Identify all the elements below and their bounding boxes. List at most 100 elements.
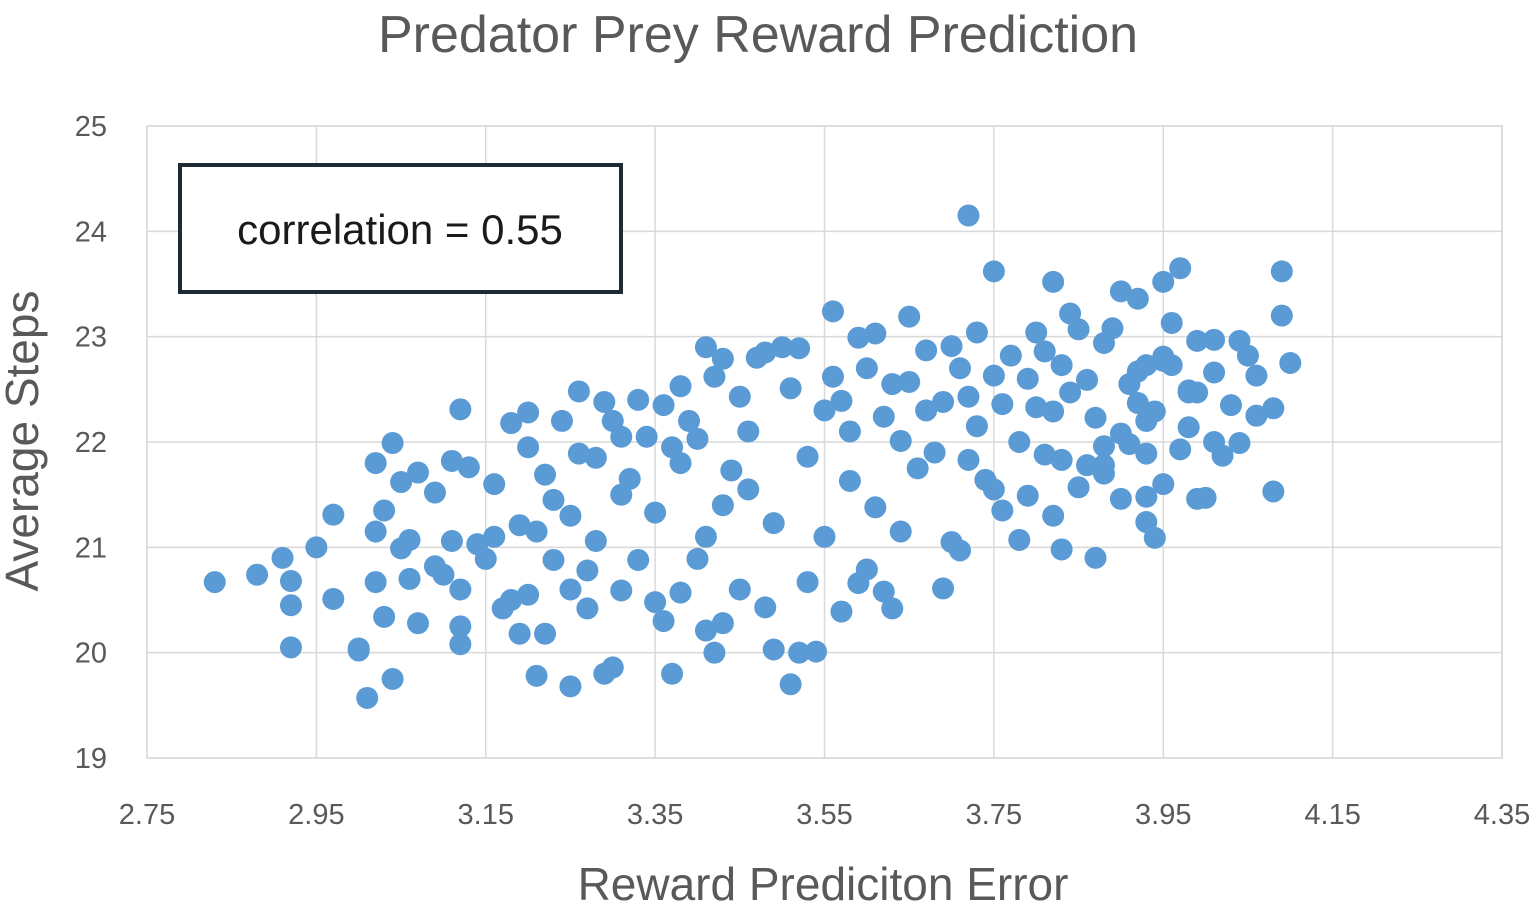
data-point [720,459,743,482]
data-point [1270,304,1293,327]
data-point [203,571,226,594]
x-tick-label: 3.75 [966,799,1022,831]
data-point [1042,504,1065,527]
data-point [398,567,421,590]
data-point [1092,435,1115,458]
data-point [889,520,912,543]
data-point [982,364,1005,387]
data-point [483,473,506,496]
data-point [1160,311,1183,334]
data-point [678,409,700,432]
data-point [1194,486,1217,509]
data-point [381,668,404,690]
data-point [567,380,590,403]
data-point [694,525,717,548]
data-point [915,399,938,422]
data-point [957,204,980,227]
data-point [584,446,607,469]
data-point [1203,361,1226,384]
data-point [906,457,929,480]
data-point [559,504,582,527]
data-point [957,385,980,408]
data-point [669,375,692,398]
data-point [474,547,497,570]
data-point [737,478,760,501]
data-point [449,633,472,656]
data-point [364,452,387,475]
data-point [1245,364,1268,387]
y-tick-labels: 19 20 21 22 23 24 25 [75,111,107,775]
data-point [1228,432,1251,455]
data-point [542,548,565,571]
data-point [965,321,988,344]
data-point [1135,511,1158,534]
data-point [542,488,565,511]
data-point [982,478,1005,501]
data-point [711,612,734,635]
x-tick-label: 3.95 [1135,799,1191,831]
data-point [517,583,540,606]
data-point [1025,321,1048,344]
x-tick-label: 3.55 [796,799,852,831]
data-point [390,471,413,494]
x-tick-label: 3.15 [458,799,514,831]
data-point [864,496,887,519]
data-point [652,610,675,633]
data-point [593,390,616,413]
y-tick-label: 20 [75,638,107,670]
x-tick-label: 3.35 [627,799,683,831]
data-point [627,388,650,411]
y-axis-label: Average Steps [0,291,48,592]
data-point [932,390,955,413]
data-point [279,594,302,617]
data-point [889,429,912,452]
data-point [1101,317,1124,340]
data-point [957,448,980,471]
data-point [534,463,557,486]
data-point [559,675,582,698]
data-point [949,539,971,562]
data-point [754,596,777,619]
y-tick-label: 25 [75,111,107,143]
data-point [559,578,582,601]
annotation-box [178,163,623,294]
data-point [1135,442,1158,465]
data-point [779,377,802,400]
data-point [627,548,650,571]
data-point [737,420,760,443]
data-point [644,501,667,524]
data-point [644,591,667,614]
data-point [1262,397,1285,420]
data-point [813,399,836,422]
data-point [1016,367,1039,390]
data-point [525,520,548,543]
data-point [1186,329,1209,352]
data-point [813,525,836,548]
plot-frame [146,125,1503,759]
data-point [567,442,590,465]
data-point [762,512,785,535]
data-point [1211,444,1234,467]
y-tick-label: 23 [75,322,107,354]
data-point [1050,538,1073,561]
data-point [754,341,777,364]
data-point [423,481,446,504]
data-point [398,528,421,551]
data-point [1118,433,1141,456]
data-point [855,558,878,581]
data-point [305,536,328,559]
data-point [982,260,1005,283]
data-point [322,587,345,610]
data-point [805,640,828,663]
data-point [1126,392,1149,415]
data-point [661,662,684,685]
data-point [694,619,717,642]
data-point [898,370,921,393]
data-point [449,398,472,421]
data-point [991,393,1014,416]
x-tick-label: 2.75 [119,799,175,831]
data-point [686,427,709,450]
data-point [1135,485,1158,508]
data-point [550,409,573,432]
data-point [703,641,726,664]
